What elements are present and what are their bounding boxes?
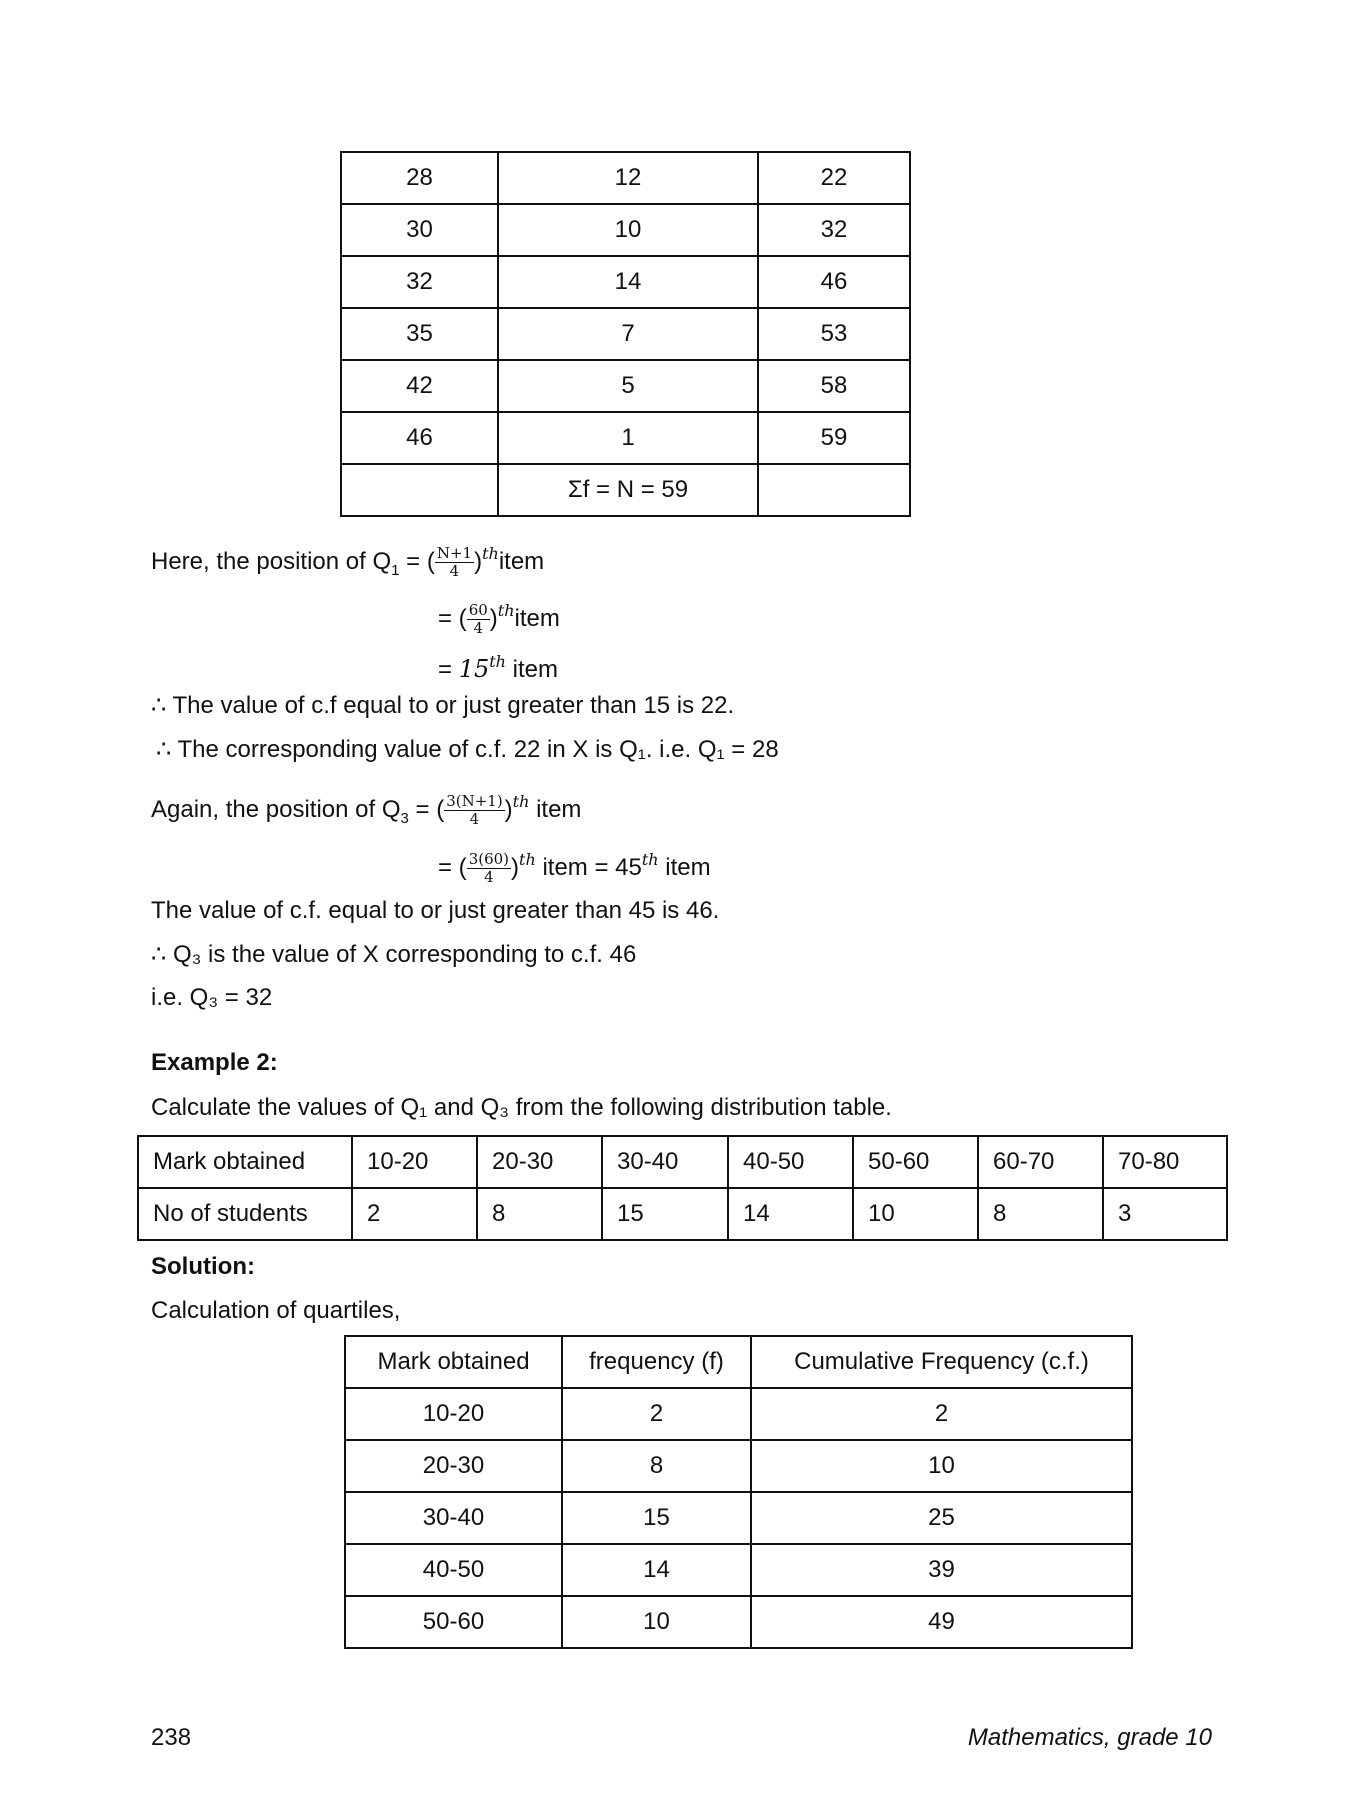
table-cell: 25 [750, 1491, 1133, 1545]
table-cell: 35 [340, 307, 499, 361]
table-cell: 20-30 [476, 1135, 603, 1189]
table-row: 30-40 15 25 [344, 1491, 1133, 1545]
table-cell: 30 [340, 203, 499, 257]
table-cell: 58 [757, 359, 911, 413]
table-cell [340, 463, 499, 517]
table-cell: 40-50 [727, 1135, 854, 1189]
table-row: 30 10 32 [340, 203, 911, 257]
table-row: Mark obtained 10-20 20-30 30-40 40-50 50-60 60… [137, 1135, 1228, 1189]
table-cell: 12 [497, 151, 759, 205]
table-cell: Mark obtained [344, 1335, 563, 1389]
table-cell: 39 [750, 1543, 1133, 1597]
table-cell: 28 [340, 151, 499, 205]
table-cell: 15 [601, 1187, 729, 1241]
table-cell: 50-60 [344, 1595, 563, 1649]
q1-position-line: Here, the position of Q1 = (N+1 4)thitem [151, 544, 545, 581]
table-cell: 32 [340, 255, 499, 309]
cf-line-4: ∴ Q₃ is the value of X corresponding to … [151, 941, 637, 968]
table-row: 42 5 58 [340, 359, 911, 413]
table-cell: 20-30 [344, 1439, 563, 1493]
table-cell: 8 [977, 1187, 1104, 1241]
page-number: 238 [151, 1724, 192, 1751]
distribution-table: Mark obtained 10-20 20-30 30-40 40-50 50-60 60… [137, 1135, 1228, 1241]
table-cell: 15 [561, 1491, 752, 1545]
table-cell: 2 [750, 1387, 1133, 1441]
q1-step-3: = 15th item [438, 652, 558, 683]
table-cell: 3 [1102, 1187, 1228, 1241]
table-cell: 14 [561, 1543, 752, 1597]
solution-heading: Solution: [151, 1253, 255, 1280]
table-cell: 2 [351, 1187, 478, 1241]
table-cell: 10 [561, 1595, 752, 1649]
table-row: 20-30 8 10 [344, 1439, 1133, 1493]
cf-line-5: i.e. Q₃ = 32 [151, 984, 273, 1011]
table-cell: 10 [750, 1439, 1133, 1493]
table-cell [757, 463, 911, 517]
table-row: 50-60 10 49 [344, 1595, 1133, 1649]
table-cell: 30-40 [601, 1135, 729, 1189]
table-cell: 53 [757, 307, 911, 361]
q3-step-2: = (3(60) 4)th item = 45th item [438, 850, 711, 887]
table-cell: 40-50 [344, 1543, 563, 1597]
table-cell: 5 [497, 359, 759, 413]
table-cell: 59 [757, 411, 911, 465]
q1-step-2: = (60 4)thitem [438, 601, 560, 638]
table-row: 28 12 22 [340, 151, 911, 205]
table-row: No of students 2 8 15 14 10 8 3 [137, 1187, 1228, 1241]
table-cell: Cumulative Frequency (c.f.) [750, 1335, 1133, 1389]
cf-line-2: ∴ The corresponding value of c.f. 22 in … [156, 736, 779, 763]
table-cell: 7 [497, 307, 759, 361]
table-cell: 50-60 [852, 1135, 979, 1189]
table-row: Mark obtained frequency (f) Cumulative Fre… [344, 1335, 1133, 1389]
table-cell: 46 [340, 411, 499, 465]
table-cell: 32 [757, 203, 911, 257]
example-question: Calculate the values of Q₁ and Q₃ from t… [151, 1094, 892, 1121]
table-row: 40-50 14 39 [344, 1543, 1133, 1597]
table-cell: 30-40 [344, 1491, 563, 1545]
table-cell: 10 [497, 203, 759, 257]
example-heading: Example 2: [151, 1049, 278, 1076]
table-cell: 46 [757, 255, 911, 309]
table-cell: frequency (f) [561, 1335, 752, 1389]
table-cell: 1 [497, 411, 759, 465]
table-cell: 22 [757, 151, 911, 205]
table-cell: Mark obtained [137, 1135, 353, 1189]
quartile-table: Mark obtained frequency (f) Cumulative Fre… [344, 1335, 1133, 1649]
table-row: 35 7 53 [340, 307, 911, 361]
cf-table-1: 28 12 22 30 10 32 32 14 46 35 7 53 42 5 58 46 1 59 Σf = N … [340, 151, 911, 517]
table-row: 46 1 59 [340, 411, 911, 465]
book-title: Mathematics, grade 10 [967, 1724, 1212, 1751]
table-cell: 10-20 [351, 1135, 478, 1189]
table-row: Σf = N = 59 [340, 463, 911, 517]
table-cell: Σf = N = 59 [497, 463, 759, 517]
table-cell: 60-70 [977, 1135, 1104, 1189]
cf-line-3: The value of c.f. equal to or just great… [151, 897, 720, 924]
table-cell: 14 [497, 255, 759, 309]
solution-text: Calculation of quartiles, [151, 1297, 401, 1324]
table-cell: 42 [340, 359, 499, 413]
table-cell: No of students [137, 1187, 353, 1241]
table-cell: 2 [561, 1387, 752, 1441]
table-cell: 10-20 [344, 1387, 563, 1441]
q3-position-line: Again, the position of Q3 = (3(N+1) 4)th … [151, 792, 582, 829]
table-cell: 8 [561, 1439, 752, 1493]
cf-line-1: ∴ The value of c.f equal to or just grea… [151, 692, 735, 719]
table-row: 32 14 46 [340, 255, 911, 309]
table-cell: 70-80 [1102, 1135, 1228, 1189]
table-cell: 14 [727, 1187, 854, 1241]
table-cell: 49 [750, 1595, 1133, 1649]
table-cell: 8 [476, 1187, 603, 1241]
table-cell: 10 [852, 1187, 979, 1241]
table-row: 10-20 2 2 [344, 1387, 1133, 1441]
